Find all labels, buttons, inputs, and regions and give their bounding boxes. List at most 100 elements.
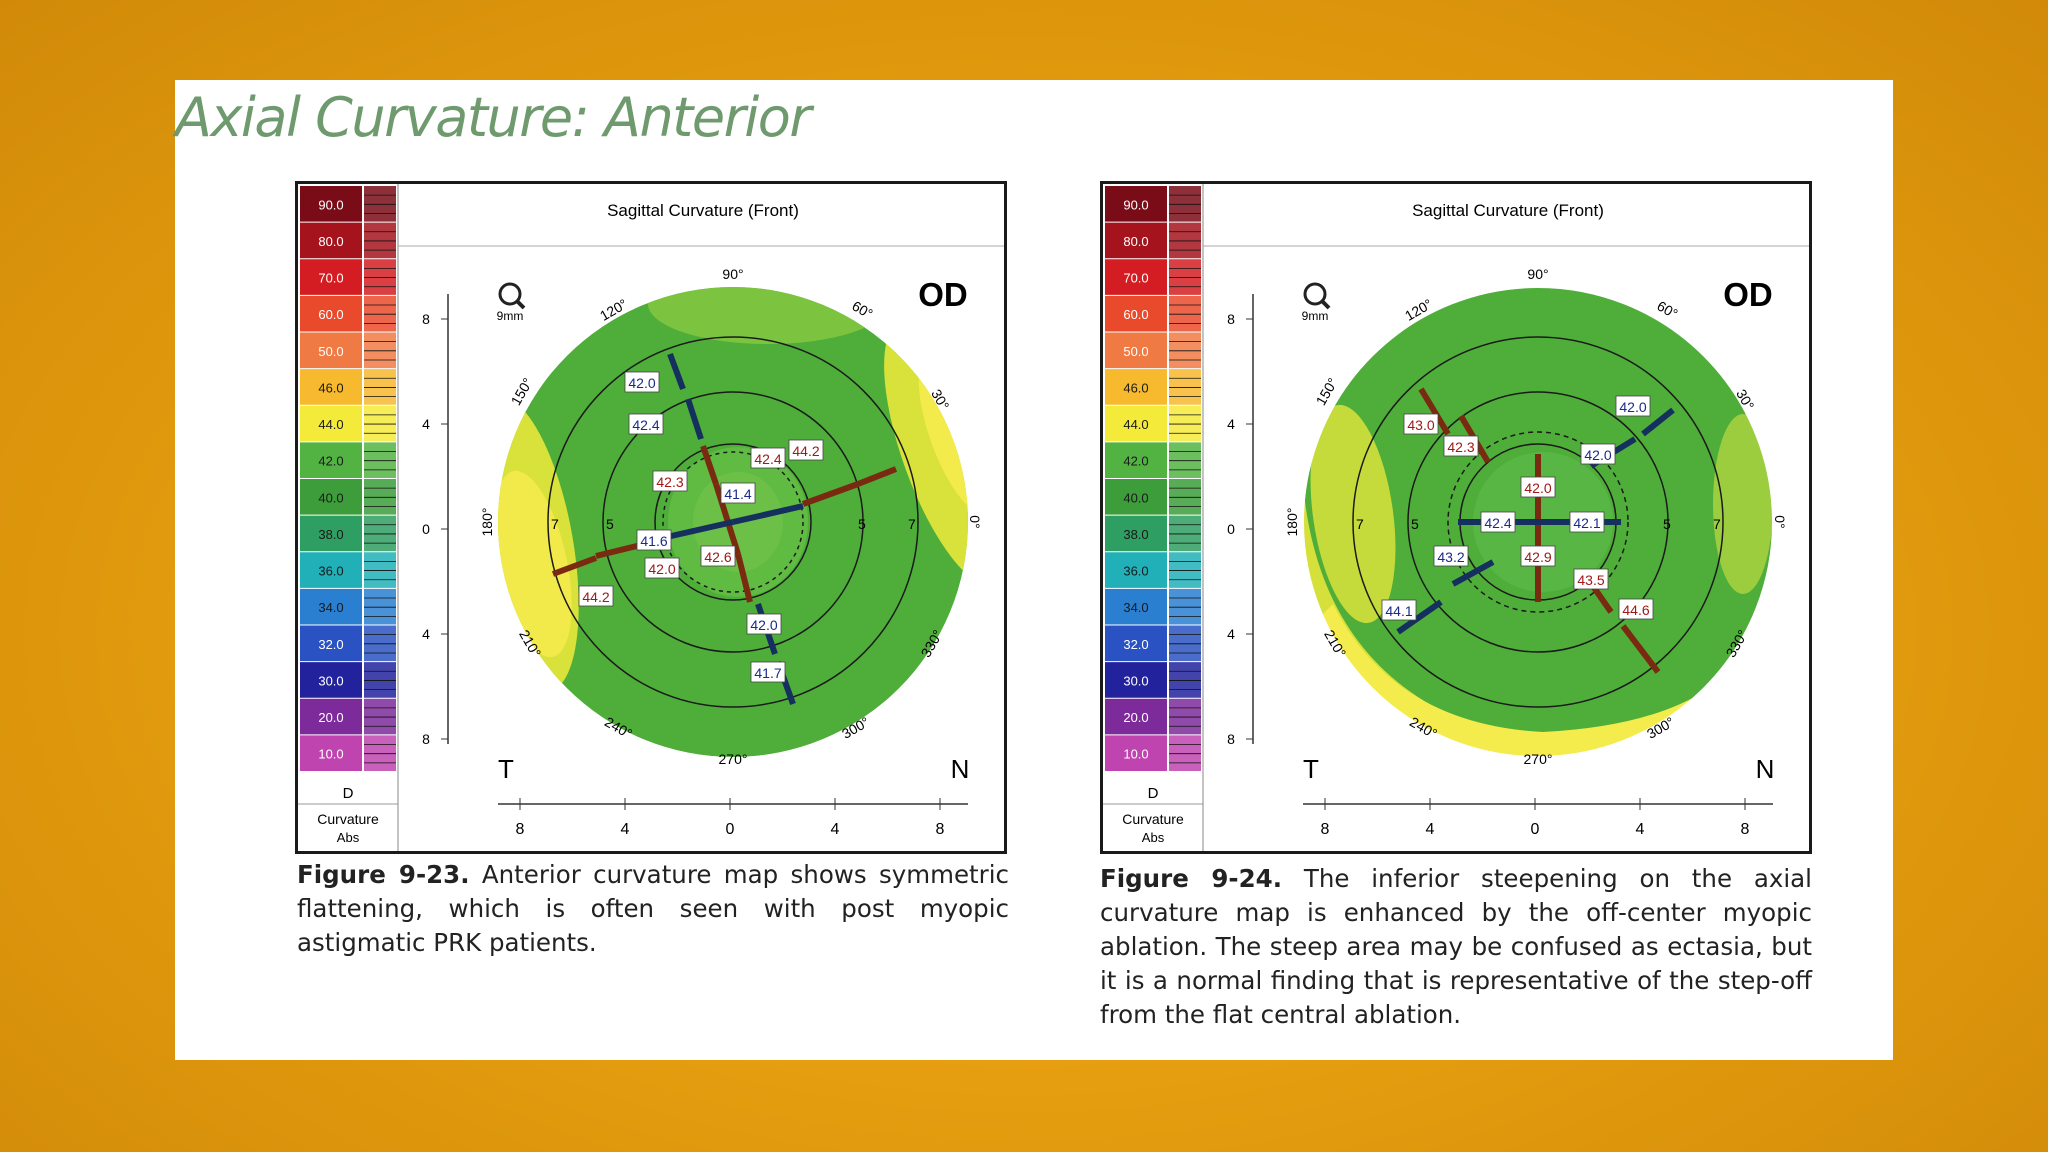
scale-value: 44.0 (1123, 417, 1148, 432)
angle-label: 0° (967, 515, 983, 528)
curvature-reading: 44.2 (578, 585, 614, 607)
scale-value: 34.0 (1123, 600, 1148, 615)
curvature-map-left: 90.0 80.0 70.0 60.0 50.0 46.0 44.0 42.0 40.0 38.0… (295, 181, 1007, 854)
scale-value: 90.0 (1123, 197, 1148, 212)
scale-stripe (364, 405, 396, 442)
scale-value: 50.0 (1123, 344, 1148, 359)
zoom-icon[interactable] (498, 282, 526, 310)
scale-label-abs: Abs (1142, 830, 1165, 845)
ring-label: 5 (1411, 516, 1419, 532)
scale-stripe (364, 552, 396, 588)
scale-label-curvature: Curvature (317, 811, 379, 827)
axis-tick-label: 8 (516, 821, 525, 838)
scale-band (1105, 552, 1167, 588)
svg-text:43.0: 43.0 (1407, 417, 1434, 433)
color-scale: 90.0 80.0 70.0 60.0 50.0 46.0 44.0 42.0 40.0 38.0… (300, 186, 396, 771)
rings (547, 336, 919, 708)
scale-value: 44.0 (318, 417, 343, 432)
scale-label-abs: Abs (337, 830, 360, 845)
angle-label: 0° (1772, 515, 1788, 528)
svg-text:42.0: 42.0 (1584, 447, 1611, 463)
scale-band (300, 405, 362, 442)
svg-text:41.4: 41.4 (724, 486, 751, 502)
scale-value: 20.0 (318, 710, 343, 725)
scale-band (1105, 222, 1167, 259)
scale-stripe (1169, 442, 1201, 478)
caption-figure-label: Figure 9-24. (1100, 864, 1283, 893)
axis-tick-label: 4 (621, 821, 630, 838)
scale-stripe (364, 625, 396, 662)
zoom-label: 9mm (1302, 309, 1329, 323)
ring-label: 7 (1713, 516, 1721, 532)
axis-tick-label: 8 (1321, 821, 1330, 838)
scale-stripe (364, 479, 396, 515)
scale-stripe (1169, 479, 1201, 515)
curvature-reading: 42.0 (1615, 395, 1651, 417)
scale-band (300, 515, 362, 552)
svg-text:44.6: 44.6 (1622, 602, 1649, 618)
eye-label: OD (1723, 276, 1773, 313)
curvature-reading: 42.4 (750, 447, 786, 469)
zoom-icon[interactable] (1303, 282, 1331, 310)
map-header: Sagittal Curvature (Front) (1412, 201, 1604, 220)
ring-label: 7 (908, 516, 916, 532)
scale-stripe (1169, 515, 1201, 552)
axis-tick-label: 4 (1636, 821, 1645, 838)
scale-band (300, 552, 362, 588)
axis-tick-label: 8 (422, 731, 430, 747)
scale-value: 46.0 (1123, 380, 1148, 395)
scale-value: 36.0 (318, 564, 343, 579)
scale-band (300, 259, 362, 295)
scale-unit: D (1148, 785, 1159, 802)
angle-label: 270° (719, 751, 748, 767)
curvature-reading: 44.1 (1381, 599, 1417, 621)
svg-text:42.3: 42.3 (1447, 439, 1474, 455)
scale-stripe (364, 442, 396, 478)
scale-stripe (364, 369, 396, 405)
scale-value: 42.0 (318, 454, 343, 469)
scale-stripe (1169, 332, 1201, 369)
scale-stripe (1169, 186, 1201, 222)
svg-text:44.2: 44.2 (792, 443, 819, 459)
curvature-reading: 42.4 (1480, 511, 1516, 533)
ring-label: 5 (858, 516, 866, 532)
scale-value: 36.0 (1123, 564, 1148, 579)
color-scale: 90.0 80.0 70.0 60.0 50.0 46.0 44.0 42.0 40.0 38.0… (1105, 186, 1201, 771)
scale-unit: D (343, 785, 354, 802)
svg-text:43.2: 43.2 (1437, 549, 1464, 565)
curvature-reading: 41.7 (750, 661, 786, 683)
svg-text:42.1: 42.1 (1573, 515, 1600, 531)
zoom-label: 9mm (497, 309, 524, 323)
scale-band (1105, 332, 1167, 369)
curvature-reading: 42.0 (1520, 476, 1556, 498)
angle-label: 180° (1284, 508, 1300, 537)
svg-text:44.1: 44.1 (1385, 603, 1412, 619)
scale-stripe (1169, 222, 1201, 259)
caption-text: Anterior curvature map shows symmetric f… (297, 860, 1009, 957)
curvature-reading: 44.6 (1618, 598, 1654, 620)
angle-label: 180° (479, 508, 495, 537)
slide: Axial Curvature: Anterior 90.0 80.0 70.0 60… (175, 80, 1893, 1060)
scale-value: 50.0 (318, 344, 343, 359)
scale-stripe (364, 259, 396, 295)
curvature-reading: 42.3 (652, 470, 688, 492)
svg-text:42.3: 42.3 (656, 474, 683, 490)
axis-tick-label: 0 (726, 821, 735, 838)
scale-stripe (1169, 369, 1201, 405)
scale-value: 38.0 (1123, 527, 1148, 542)
scale-band (1105, 405, 1167, 442)
curvature-reading: 42.9 (1520, 545, 1556, 567)
scale-band (1105, 186, 1167, 222)
axis-tick-label: 4 (1227, 626, 1235, 642)
curvature-reading: 42.4 (628, 413, 664, 435)
svg-text:43.5: 43.5 (1577, 572, 1604, 588)
scale-value: 30.0 (318, 673, 343, 688)
scale-value: 30.0 (1123, 673, 1148, 688)
scale-stripe (364, 186, 396, 222)
angle-label: 90° (722, 266, 743, 282)
scale-value: 80.0 (1123, 234, 1148, 249)
ring-label: 7 (551, 516, 559, 532)
curvature-reading: 41.6 (636, 529, 672, 551)
scale-band (1105, 588, 1167, 625)
nasal-label: N (1756, 754, 1775, 784)
